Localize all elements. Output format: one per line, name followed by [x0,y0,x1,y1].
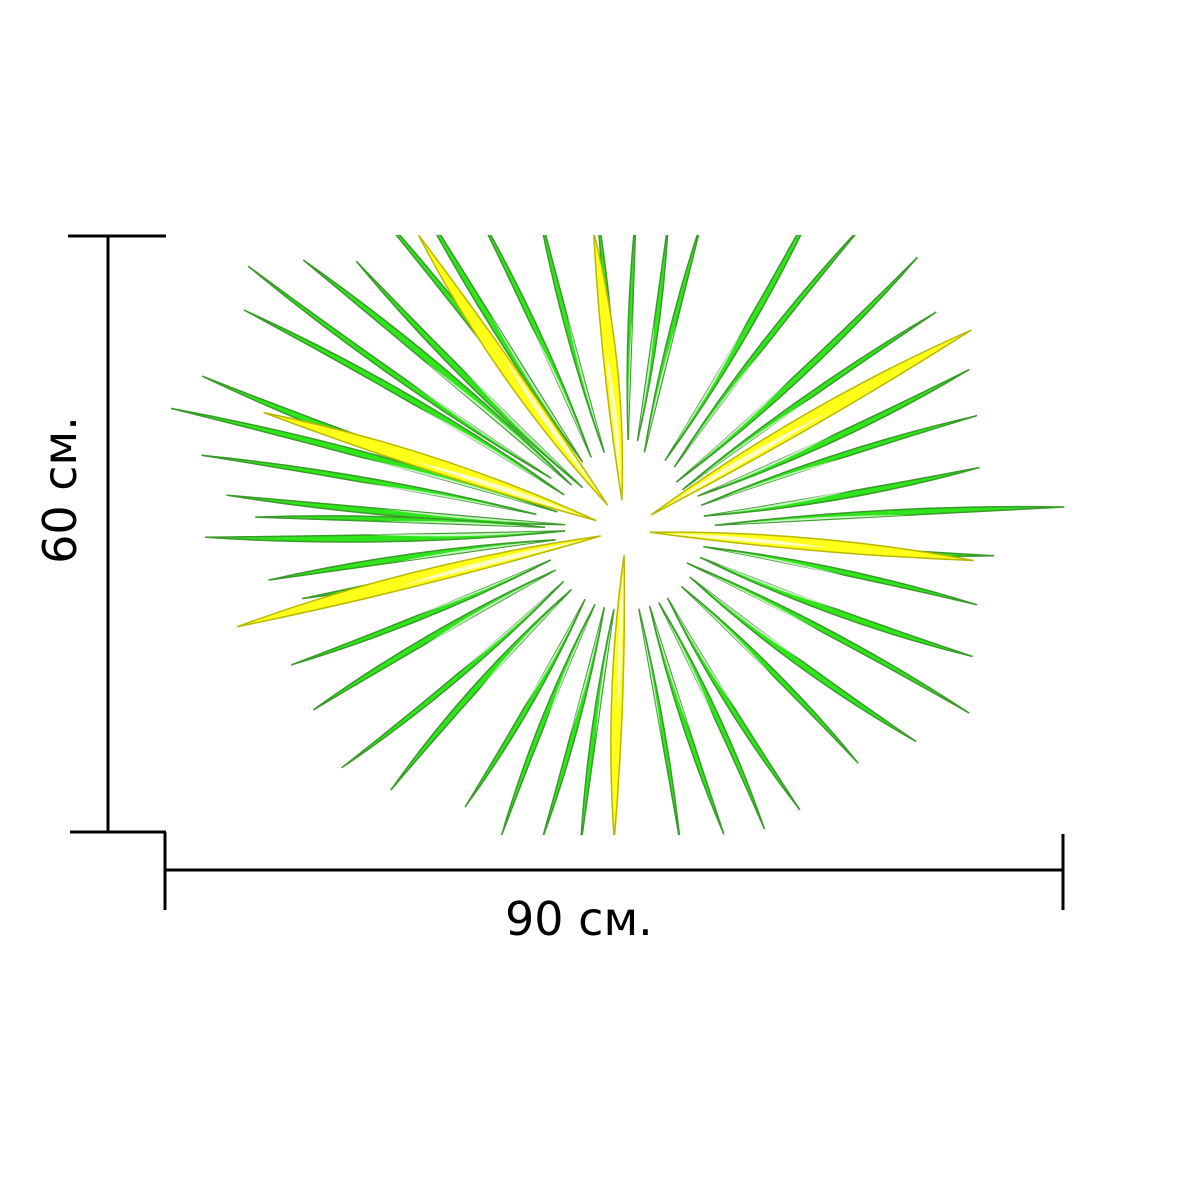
green-ray-highlight [628,313,633,429]
yellow-ray-highlight [667,413,828,506]
yellow-ray-highlight [606,352,621,487]
yellow-ray-highlight [617,569,624,712]
dimension-lines [68,234,1065,910]
yellow-ray-highlight [503,356,599,492]
firework-print-area [165,235,1065,835]
green-ray-highlight [385,521,531,527]
green-ray-highlight [367,531,547,537]
yellow-ray-highlight [413,461,580,516]
green-ray [268,538,556,581]
width-label: 90 см. [505,892,653,946]
yellow-ray-highlight [666,533,828,548]
green-ray [312,569,557,711]
green-ray [643,235,700,453]
green-ray [648,605,725,835]
green-ray [302,259,572,486]
green-ray [542,607,606,835]
yellow-ray-highlight [400,540,583,586]
height-label: 60 см. [33,416,87,564]
green-ray [703,466,980,517]
green-ray [714,505,1065,527]
yellow-rays [236,235,974,835]
